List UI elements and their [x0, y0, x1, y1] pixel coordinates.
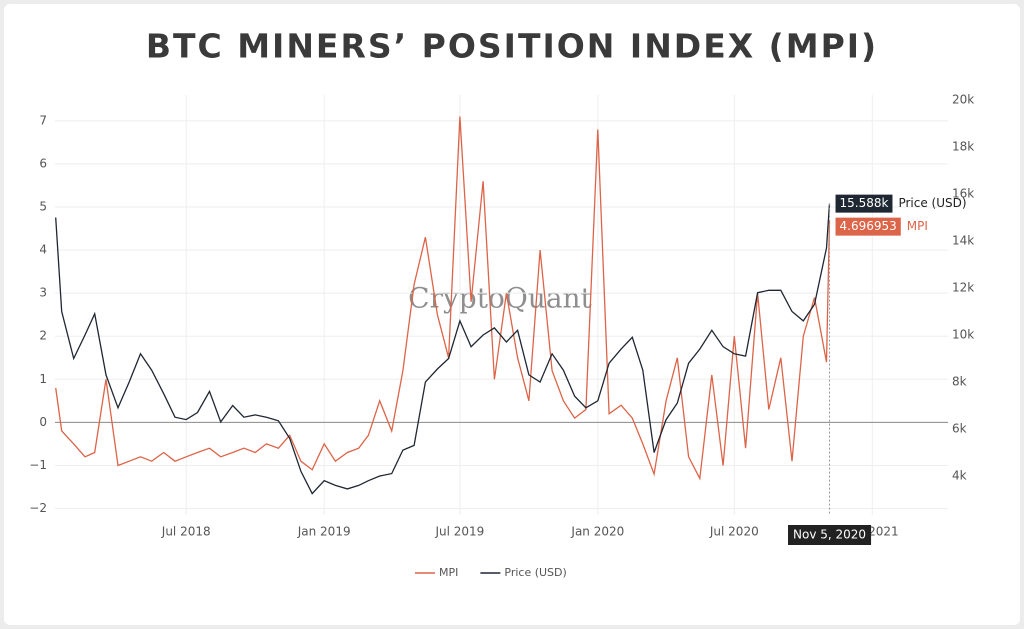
hover-mpi-series: MPI: [907, 219, 928, 233]
y2-tick-label: 8k: [952, 374, 967, 388]
y-tick-label: 3: [39, 286, 47, 300]
x-tick-label: Jul 2020: [709, 525, 759, 539]
series-line: [55, 116, 831, 481]
y2-tick-label: 14k: [952, 233, 974, 247]
watermark: CryptoQuant: [408, 282, 592, 315]
hover-mpi-box: [835, 217, 901, 236]
legend-label: MPI: [439, 566, 458, 579]
y2-tick-label: 18k: [952, 139, 974, 153]
hover-mpi-value: 4.696953: [840, 219, 897, 233]
y-tick-label: 4: [39, 243, 47, 257]
y-tick-label: 1: [39, 372, 47, 386]
y-tick-label: 6: [39, 156, 47, 170]
hover-price-series: Price (USD): [898, 196, 966, 210]
y2-tick-label: 12k: [952, 280, 974, 294]
y-tick-label: 7: [39, 113, 47, 127]
y2-tick-label: 4k: [952, 468, 967, 482]
y-tick-label: 0: [39, 415, 47, 429]
y-tick-label: 5: [39, 200, 47, 214]
y-tick-label: −2: [29, 501, 47, 515]
y-tick-label: 2: [39, 329, 47, 343]
x-tick-label: Jan 2020: [570, 525, 624, 539]
hover-price-value: 15.588k: [840, 196, 889, 210]
y2-tick-label: 16k: [952, 186, 974, 200]
hover-x-label: Nov 5, 2020: [793, 528, 866, 542]
x-tick-label: Jul 2018: [161, 525, 211, 539]
x-tick-label: Jul 2019: [434, 525, 484, 539]
y2-tick-label: 6k: [952, 421, 967, 435]
series-line: [55, 203, 831, 495]
y2-tick-label: 10k: [952, 327, 974, 341]
y-tick-label: −1: [29, 458, 47, 472]
x-tick-label: Jan 2019: [297, 525, 351, 539]
card: [4, 4, 1020, 625]
hover-price-box: [835, 194, 893, 213]
hover-x-box: [788, 525, 872, 545]
y2-tick-label: 20k: [952, 92, 974, 106]
legend-label: Price (USD): [504, 566, 566, 579]
chart-title: BTC MINERS’ POSITION INDEX (MPI): [146, 27, 878, 66]
